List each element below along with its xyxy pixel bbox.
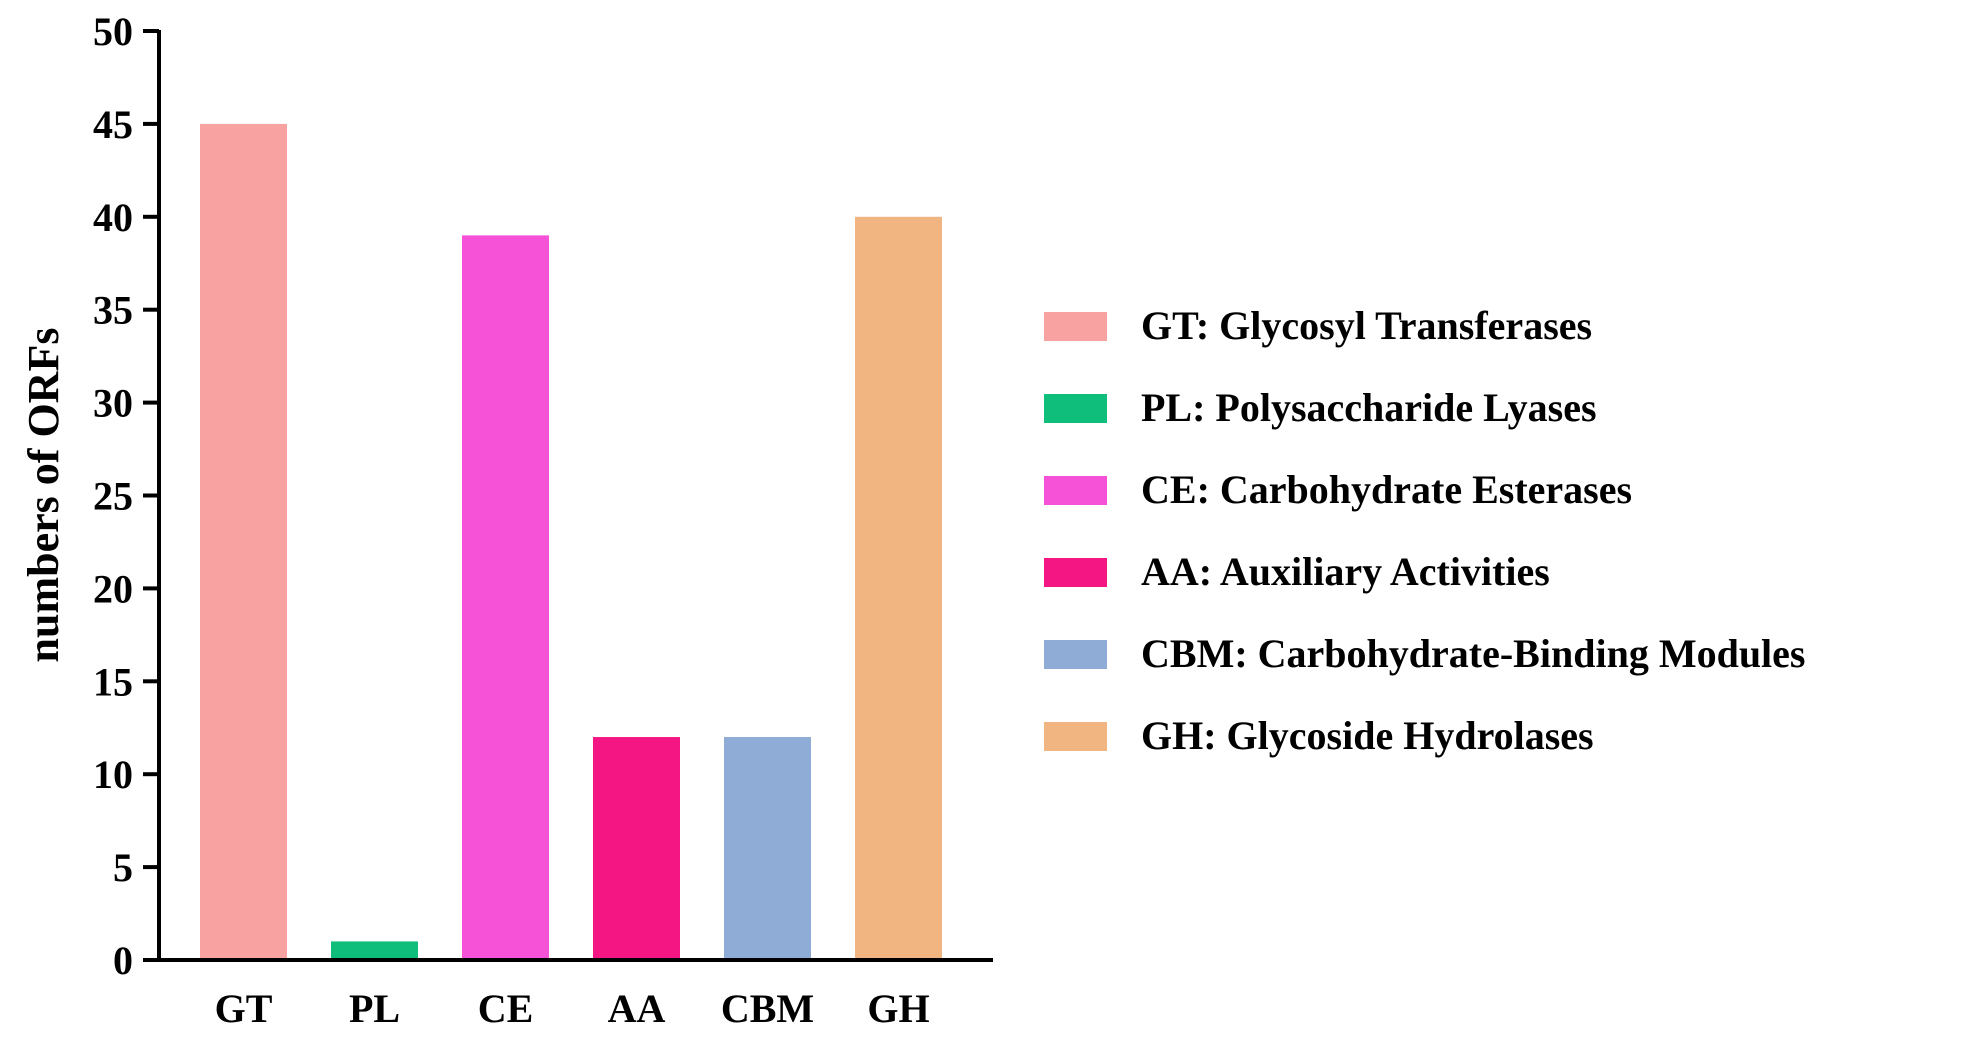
y-tick-label: 20 bbox=[93, 566, 133, 611]
legend-label: CBM: Carbohydrate-Binding Modules bbox=[1141, 631, 1806, 676]
y-tick-label: 50 bbox=[93, 9, 133, 54]
y-tick-label: 40 bbox=[93, 195, 133, 240]
x-tick-labels: GT PL CE AA CBM GH bbox=[215, 986, 930, 1031]
legend-label: GH: Glycoside Hydrolases bbox=[1141, 713, 1594, 758]
x-tick-label: CBM bbox=[721, 986, 814, 1031]
legend: GT: Glycosyl Transferases PL: Polysacchar… bbox=[1044, 303, 1806, 758]
y-axis-label: numbers of ORFs bbox=[19, 328, 68, 663]
x-tick-label: GH bbox=[867, 986, 929, 1031]
legend-label: GT: Glycosyl Transferases bbox=[1141, 303, 1592, 348]
bars-layer bbox=[200, 123, 942, 961]
y-tick-label: 5 bbox=[113, 845, 133, 890]
bar-ce bbox=[462, 235, 549, 960]
y-tick-label: 25 bbox=[93, 474, 133, 519]
y-tick-label: 30 bbox=[93, 381, 133, 426]
legend-label: AA: Auxiliary Activities bbox=[1141, 549, 1550, 594]
bar-cbm bbox=[724, 737, 811, 960]
x-tick-label: AA bbox=[608, 986, 666, 1031]
legend-label: CE: Carbohydrate Esterases bbox=[1141, 467, 1632, 512]
legend-label: PL: Polysaccharide Lyases bbox=[1141, 385, 1597, 430]
legend-swatch bbox=[1044, 312, 1107, 341]
y-tick-label: 15 bbox=[93, 659, 133, 704]
y-tick-label: 35 bbox=[93, 288, 133, 333]
legend-swatch bbox=[1044, 640, 1107, 669]
bar-aa bbox=[593, 737, 680, 960]
legend-swatch bbox=[1044, 722, 1107, 751]
y-tick-label: 10 bbox=[93, 752, 133, 797]
legend-swatch bbox=[1044, 476, 1107, 505]
bar-pl bbox=[331, 941, 418, 960]
x-tick-label: GT bbox=[215, 986, 273, 1031]
legend-swatch bbox=[1044, 558, 1107, 587]
y-tick-label: 45 bbox=[93, 102, 133, 147]
bar-gh bbox=[855, 216, 942, 961]
y-ticks: 0 5 10 15 20 25 30 35 40 45 50 bbox=[93, 9, 159, 983]
y-tick-label: 0 bbox=[113, 938, 133, 983]
x-tick-label: CE bbox=[478, 986, 534, 1031]
x-tick-label: PL bbox=[349, 986, 400, 1031]
legend-swatch bbox=[1044, 394, 1107, 423]
bar-gt bbox=[200, 123, 287, 960]
